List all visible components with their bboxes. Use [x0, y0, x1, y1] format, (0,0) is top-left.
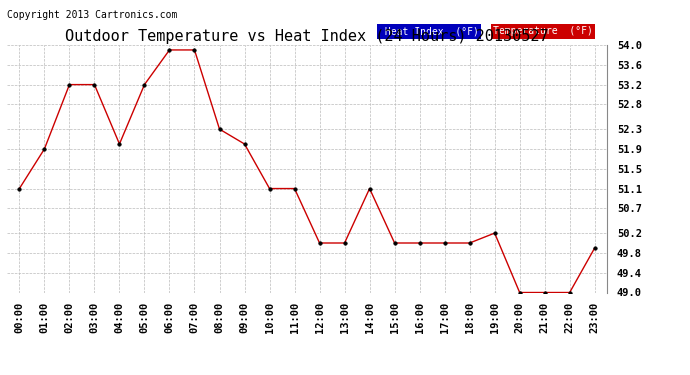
Text: Temperature  (°F): Temperature (°F): [493, 26, 593, 36]
Text: Copyright 2013 Cartronics.com: Copyright 2013 Cartronics.com: [7, 10, 177, 20]
Text: Heat Index  (°F): Heat Index (°F): [379, 26, 479, 36]
Title: Outdoor Temperature vs Heat Index (24 Hours) 20130527: Outdoor Temperature vs Heat Index (24 Ho…: [66, 29, 549, 44]
